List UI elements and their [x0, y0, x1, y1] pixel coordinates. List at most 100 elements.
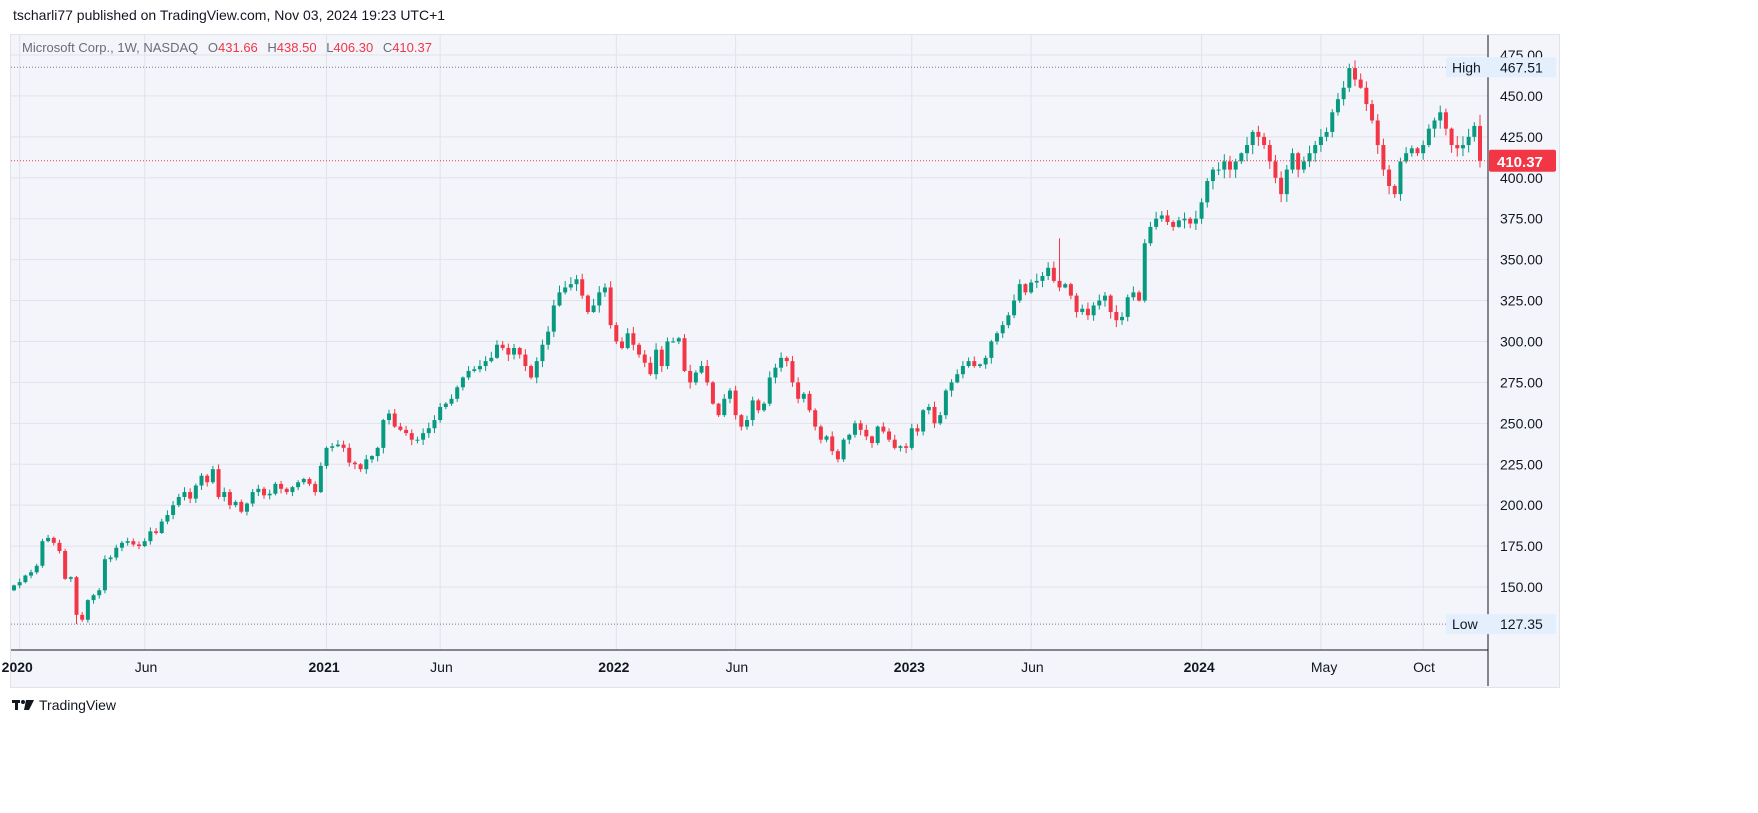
candle-body	[466, 370, 471, 378]
candle	[733, 385, 738, 420]
candle-body	[1222, 161, 1227, 170]
time-axis-label: Jun	[1021, 659, 1044, 675]
candle	[1188, 217, 1193, 229]
candle	[796, 377, 801, 404]
brand-name: TradingView	[39, 697, 117, 713]
candle	[870, 435, 875, 448]
candle-body	[1102, 295, 1107, 301]
candle-body	[767, 377, 772, 404]
candle-body	[602, 287, 607, 293]
tradingview-logo[interactable]: TradingView	[12, 697, 116, 713]
candle-body	[1210, 169, 1215, 182]
candle	[977, 363, 982, 369]
candle	[375, 446, 380, 462]
candle-body	[608, 287, 613, 326]
candle-body	[375, 447, 380, 457]
candle-body	[347, 447, 352, 463]
high-value: 467.51	[1500, 59, 1543, 75]
candle-body	[210, 469, 215, 483]
candle-body	[1392, 185, 1397, 195]
candle	[483, 356, 488, 371]
candle	[824, 434, 829, 443]
candle	[341, 440, 346, 452]
candle-body	[1387, 169, 1392, 186]
candle	[369, 455, 374, 463]
candle-body	[91, 595, 96, 601]
candle	[296, 480, 301, 491]
candle-body	[188, 492, 193, 499]
candle	[137, 541, 142, 550]
candle	[171, 501, 176, 520]
price-axis-label: 150.00	[1500, 579, 1543, 595]
candle-body	[591, 305, 596, 313]
symbol-legend: Microsoft Corp., 1W, NASDAQ O431.66 H438…	[22, 40, 432, 55]
candle-body	[159, 521, 164, 534]
candle	[176, 493, 181, 508]
candle-body	[387, 413, 392, 421]
candle	[398, 422, 403, 432]
candle	[193, 483, 198, 503]
candle-body	[102, 559, 107, 591]
candle	[262, 486, 267, 499]
candle	[335, 440, 340, 448]
candle-body	[29, 572, 34, 576]
candle-body	[881, 426, 886, 432]
candle	[597, 286, 602, 313]
candle-body	[727, 390, 732, 399]
candle-body	[1176, 220, 1181, 227]
candle-body	[1290, 153, 1295, 170]
candle	[1324, 127, 1329, 142]
time-axis-label: Oct	[1413, 659, 1435, 675]
candle	[892, 434, 897, 450]
candle	[574, 275, 579, 291]
candle-body	[1199, 202, 1204, 219]
close-value: 410.37	[392, 40, 432, 55]
candle	[1347, 63, 1352, 93]
candle	[1017, 279, 1022, 303]
candle	[330, 442, 335, 452]
candle	[1455, 136, 1460, 157]
candle	[1364, 81, 1369, 112]
candle-body	[142, 541, 147, 547]
candle-body	[1381, 145, 1386, 170]
candle	[1409, 145, 1414, 157]
candle-body	[750, 400, 755, 421]
candle	[813, 408, 818, 431]
candle-body	[74, 577, 79, 615]
candle-body	[529, 366, 534, 378]
candle	[915, 424, 920, 436]
candle-body	[1051, 267, 1056, 281]
candle	[523, 349, 528, 372]
candle	[517, 346, 522, 359]
candle-body	[818, 426, 823, 440]
candle-body	[1279, 177, 1284, 195]
candle	[1216, 162, 1221, 176]
candle-body	[688, 370, 693, 383]
candle	[409, 429, 414, 446]
candle-body	[1267, 145, 1272, 162]
low-value: 406.30	[333, 40, 374, 55]
last-price-tag	[1489, 149, 1556, 172]
candle	[80, 611, 85, 622]
candle-body	[313, 483, 318, 493]
candle	[352, 461, 357, 470]
candle	[659, 346, 664, 373]
candle-body	[1364, 87, 1369, 105]
candle	[443, 402, 448, 410]
candle-body	[1165, 215, 1170, 222]
candle	[512, 343, 517, 360]
candle	[648, 356, 653, 376]
candle	[1091, 302, 1096, 321]
candle-body	[784, 357, 789, 362]
candle-body	[1460, 145, 1465, 149]
candle	[938, 411, 943, 426]
candle	[290, 485, 295, 497]
candle	[790, 355, 795, 387]
candle	[210, 465, 215, 484]
candle	[841, 438, 846, 462]
candle-body	[23, 575, 28, 583]
candle-body	[358, 464, 363, 470]
candle	[273, 481, 278, 496]
candle	[1233, 158, 1238, 178]
